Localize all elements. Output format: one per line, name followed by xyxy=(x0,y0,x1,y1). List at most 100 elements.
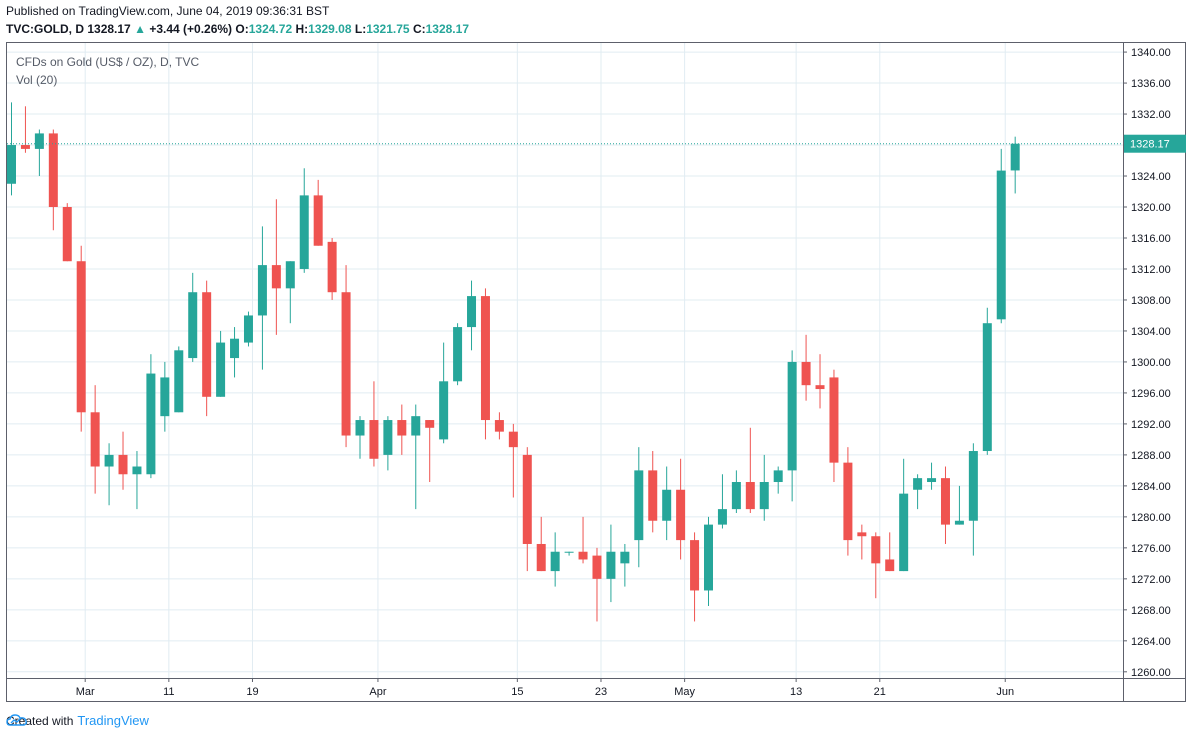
chart-frame[interactable]: 1260.00 1264.00 1268.00 1272.00 1276.00 1280.… xyxy=(6,42,1186,702)
candle-body xyxy=(467,296,477,328)
close-value: 1328.17 xyxy=(425,22,469,36)
candle-body xyxy=(355,420,365,436)
y-tick-label: 1264.00 xyxy=(1131,636,1171,648)
candle-body xyxy=(522,454,532,544)
created-with-label: Created with xyxy=(6,713,74,728)
candle-body xyxy=(690,540,700,591)
candle-body xyxy=(871,536,881,564)
high-label: H: xyxy=(295,22,309,36)
last-price: 1328.17 xyxy=(87,22,131,36)
chart-border xyxy=(6,42,1186,702)
candle-body xyxy=(717,509,727,525)
candle-body xyxy=(648,470,658,521)
candle-body xyxy=(299,195,309,269)
x-tick-label: 11 xyxy=(163,686,174,698)
candle-body xyxy=(285,261,295,289)
y-tick-label: 1304.00 xyxy=(1131,326,1171,338)
x-tick-label: 21 xyxy=(874,686,886,698)
tradingview-brand[interactable]: TradingView xyxy=(77,713,149,728)
y-tick-label: 1268.00 xyxy=(1131,605,1171,617)
y-tick-label: 1292.00 xyxy=(1131,419,1171,431)
x-tick-label: Apr xyxy=(369,686,386,698)
candle-body xyxy=(132,466,142,475)
candle-body xyxy=(341,292,351,436)
candle-body xyxy=(954,520,964,525)
y-tick-label: 1300.00 xyxy=(1131,357,1171,369)
candle-body xyxy=(968,451,978,521)
candle-body xyxy=(606,551,616,579)
candle-body xyxy=(369,420,379,459)
close-label: C: xyxy=(412,22,426,36)
open-label: O: xyxy=(235,22,249,36)
candle-body xyxy=(20,145,30,149)
up-arrow-icon: ▲ xyxy=(134,22,146,36)
low-value: 1321.75 xyxy=(366,22,410,36)
candle-body xyxy=(620,551,630,564)
price-change: +3.44 (+0.26%) xyxy=(149,22,233,36)
y-tick-label: 1320.00 xyxy=(1131,202,1171,214)
candle-body xyxy=(160,377,170,417)
chart-legend: CFDs on Gold (US$ / OZ), D, TVC Vol (20) xyxy=(16,53,199,89)
candle-body xyxy=(230,338,240,359)
candle-body xyxy=(383,420,393,455)
candle-body xyxy=(397,420,407,436)
candle-body xyxy=(885,559,895,572)
y-tick-label: 1276.00 xyxy=(1131,543,1171,555)
candle-body xyxy=(592,555,602,579)
y-tick-label: 1312.00 xyxy=(1131,264,1171,276)
candle-body xyxy=(439,381,449,440)
candle-body xyxy=(494,420,504,432)
candle-body xyxy=(76,261,86,413)
ohlc-header: TVC:GOLD, D 1328.17 ▲ +3.44 (+0.26%) O: 1… xyxy=(6,22,469,36)
candle-body xyxy=(327,241,337,293)
candle-body xyxy=(188,292,198,359)
candle-body xyxy=(550,551,560,572)
candle-body xyxy=(243,315,253,343)
candle-body xyxy=(899,493,909,572)
y-tick-label: 1324.00 xyxy=(1131,171,1171,183)
candle-body xyxy=(508,431,518,448)
candle-body xyxy=(425,420,435,428)
candle-body xyxy=(787,361,797,471)
y-tick-label: 1272.00 xyxy=(1131,574,1171,586)
x-tick-label: 13 xyxy=(790,686,802,698)
published-note: Published on TradingView.com, June 04, 2… xyxy=(6,4,330,18)
candle-body xyxy=(216,342,226,397)
y-tick-label: 1280.00 xyxy=(1131,512,1171,524)
candle-body xyxy=(578,551,588,560)
candle-body xyxy=(662,489,672,521)
candle-body xyxy=(801,361,811,386)
x-tick-label: 19 xyxy=(246,686,258,698)
candle-body xyxy=(731,482,741,510)
candle-body xyxy=(773,470,783,483)
last-price-tag-label: 1328.17 xyxy=(1130,139,1170,151)
candle-body xyxy=(704,524,713,591)
candle-body xyxy=(745,482,755,510)
candlestick-chart[interactable]: 1260.00 1264.00 1268.00 1272.00 1276.00 1280.… xyxy=(6,42,1186,702)
candle-body xyxy=(940,478,950,525)
last-price-tag xyxy=(1124,134,1186,153)
y-tick-label: 1260.00 xyxy=(1131,667,1171,679)
y-tick-label: 1340.00 xyxy=(1131,47,1171,59)
candle-body xyxy=(982,323,992,452)
tradingview-cloud-icon xyxy=(6,714,27,726)
candle-body xyxy=(1010,143,1020,171)
candle-body xyxy=(536,543,546,572)
low-label: L: xyxy=(354,22,367,36)
y-tick-label: 1296.00 xyxy=(1131,388,1171,400)
x-tick-label: 15 xyxy=(511,686,523,698)
x-tick-label: 23 xyxy=(595,686,607,698)
candle-body xyxy=(34,133,44,149)
candle-body xyxy=(843,462,853,541)
legend-volume: Vol (20) xyxy=(16,73,58,87)
candle-body xyxy=(146,373,156,475)
candle-body xyxy=(857,532,867,537)
symbol-label: TVC:GOLD, D xyxy=(6,22,84,36)
x-tick-label: Jun xyxy=(996,686,1014,698)
y-tick-label: 1332.00 xyxy=(1131,109,1171,121)
y-tick-label: 1316.00 xyxy=(1131,233,1171,245)
candle-body xyxy=(90,412,100,467)
candle-body xyxy=(829,377,839,463)
candle-body xyxy=(7,145,16,184)
candle-body xyxy=(104,454,114,467)
